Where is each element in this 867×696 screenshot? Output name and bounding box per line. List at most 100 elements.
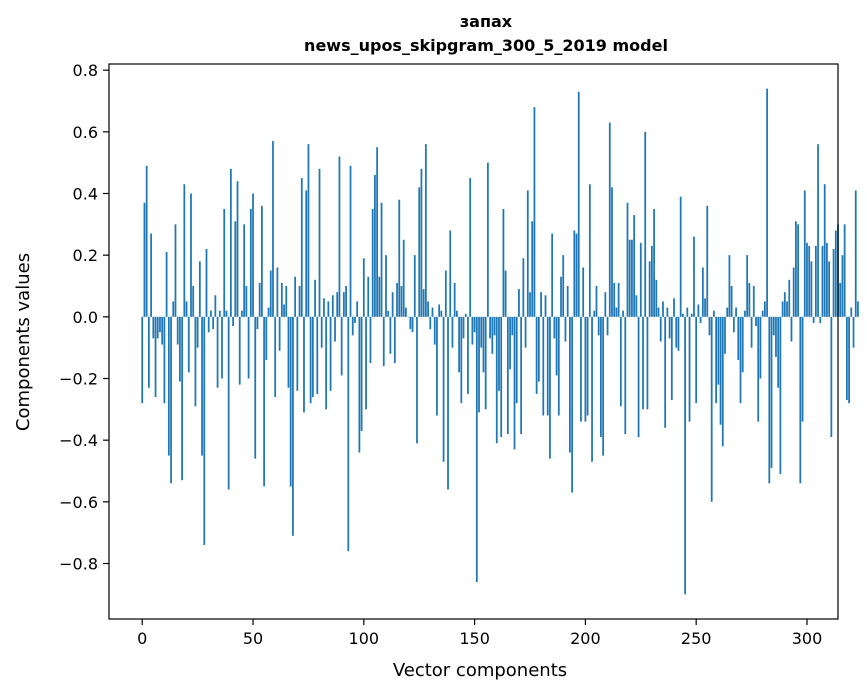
bar-134 <box>438 304 441 317</box>
bar-285 <box>772 316 775 336</box>
bar-205 <box>595 286 598 317</box>
bar-226 <box>642 316 644 410</box>
bar-54 <box>261 205 263 317</box>
bar-241 <box>675 316 678 348</box>
bar-137 <box>444 270 447 317</box>
bar-302 <box>810 261 813 317</box>
bar-244 <box>682 313 684 317</box>
bar-202 <box>588 184 591 317</box>
bar-269 <box>737 316 740 360</box>
bar-271 <box>741 316 744 373</box>
bar-256 <box>708 316 711 336</box>
bar-237 <box>666 307 669 317</box>
bar-218 <box>624 316 627 434</box>
bar-0 <box>141 316 144 404</box>
bar-7 <box>156 316 159 339</box>
bar-242 <box>677 316 680 351</box>
bar-105 <box>374 175 376 317</box>
bar-161 <box>498 316 500 391</box>
bar-41 <box>232 316 234 327</box>
bar-201 <box>586 316 589 416</box>
bar-23 <box>192 286 195 317</box>
bar-21 <box>187 316 190 373</box>
bar-40 <box>229 168 232 317</box>
bar-122 <box>411 316 414 333</box>
bar-69 <box>294 276 297 317</box>
bar-85 <box>329 316 332 391</box>
bar-195 <box>573 230 576 317</box>
bar-116 <box>398 199 401 317</box>
bar-323 <box>857 301 859 317</box>
bar-246 <box>686 307 689 317</box>
bar-83 <box>325 316 328 410</box>
bar-75 <box>307 144 310 317</box>
bar-284 <box>770 316 773 468</box>
bar-65 <box>285 286 288 317</box>
bar-44 <box>238 316 241 385</box>
bar-152 <box>478 316 480 413</box>
bar-165 <box>506 316 509 434</box>
bar-316 <box>841 255 844 317</box>
bar-219 <box>626 202 629 317</box>
bar-4 <box>150 233 152 317</box>
bar-207 <box>600 316 602 438</box>
bar-318 <box>845 316 848 401</box>
bar-27 <box>201 316 203 456</box>
bar-173 <box>524 316 527 348</box>
bar-114 <box>393 316 396 364</box>
bar-17 <box>179 316 181 382</box>
bar-203 <box>591 316 593 462</box>
bar-251 <box>697 304 700 317</box>
bar-31 <box>210 310 212 317</box>
bar-119 <box>405 307 407 317</box>
bar-14 <box>172 301 175 317</box>
chart-title-line-1: запах <box>460 12 513 31</box>
bar-135 <box>440 310 443 317</box>
bar-280 <box>761 310 764 317</box>
y-tick-label: 0.8 <box>73 61 98 80</box>
bar-287 <box>777 316 780 388</box>
bar-228 <box>646 316 649 410</box>
bar-300 <box>806 242 808 317</box>
bar-94 <box>349 165 352 317</box>
x-tick-label: 200 <box>570 629 601 648</box>
bar-169 <box>515 316 518 404</box>
bar-288 <box>779 316 782 475</box>
bar-286 <box>775 316 777 357</box>
bar-29 <box>205 249 208 317</box>
bar-136 <box>442 316 445 462</box>
bar-172 <box>522 258 525 317</box>
bar-82 <box>323 298 325 317</box>
bar-277 <box>755 316 757 327</box>
bar-273 <box>746 255 749 317</box>
bar-25 <box>196 316 199 348</box>
bar-62 <box>278 316 281 351</box>
bar-198 <box>580 316 582 422</box>
bar-184 <box>549 316 551 459</box>
bar-249 <box>693 236 695 317</box>
bar-248 <box>690 313 693 317</box>
bar-6 <box>154 316 157 397</box>
bar-191 <box>564 316 567 342</box>
bar-268 <box>735 307 737 317</box>
bar-48 <box>247 316 250 379</box>
bar-100 <box>362 258 365 317</box>
bar-240 <box>673 298 675 317</box>
x-tick-label: 50 <box>243 629 263 648</box>
bar-59 <box>272 141 274 317</box>
bar-143 <box>458 316 460 373</box>
bar-290 <box>783 292 786 317</box>
bar-64 <box>283 304 285 317</box>
bar-154 <box>482 316 485 373</box>
bar-32 <box>212 316 215 330</box>
bar-250 <box>695 316 698 404</box>
bar-190 <box>562 255 565 317</box>
bar-275 <box>750 316 753 348</box>
bar-200 <box>584 316 587 422</box>
bar-76 <box>309 316 312 404</box>
bar-22 <box>190 193 192 317</box>
plot-frame <box>108 63 839 620</box>
bar-245 <box>684 316 686 595</box>
bar-112 <box>389 316 392 354</box>
